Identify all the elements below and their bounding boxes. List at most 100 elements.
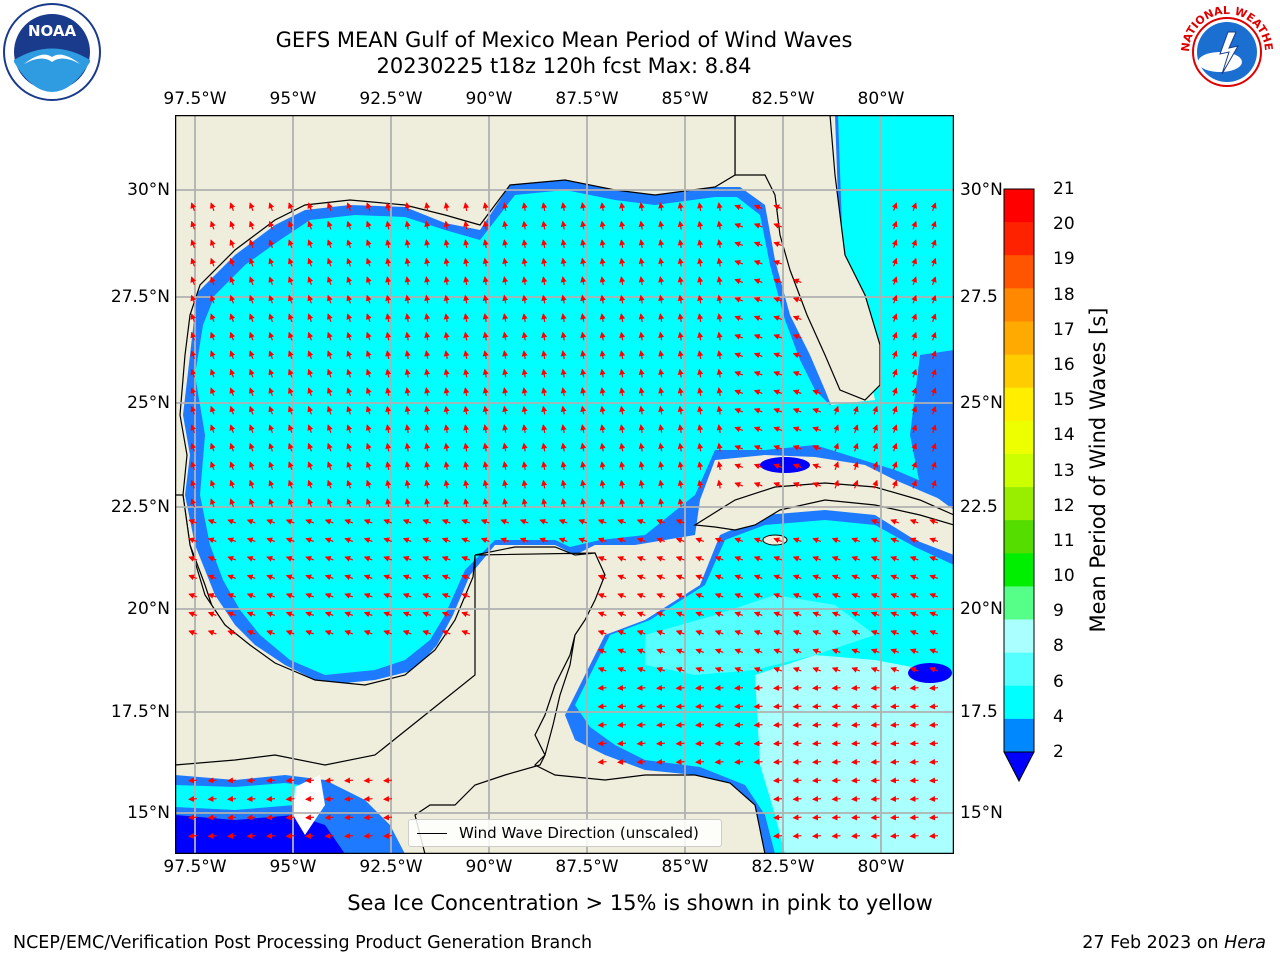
- wind-wave-arrow: [675, 648, 685, 655]
- wind-wave-arrow: [268, 479, 275, 489]
- wind-wave-arrow: [578, 537, 588, 544]
- wind-wave-arrow: [930, 350, 937, 360]
- wind-wave-arrow: [541, 294, 548, 304]
- wind-wave-arrow: [792, 648, 802, 655]
- wind-wave-arrow: [327, 368, 333, 378]
- wind-wave-arrow: [599, 294, 606, 304]
- wind-wave-arrow: [541, 202, 548, 212]
- wind-wave-arrow: [697, 405, 704, 415]
- wind-wave-arrow: [909, 814, 919, 821]
- wind-wave-arrow: [909, 777, 919, 784]
- wind-wave-arrow: [909, 684, 919, 691]
- wind-wave-arrow: [268, 350, 275, 360]
- wind-wave-arrow: [246, 611, 256, 618]
- wind-wave-arrow: [773, 630, 783, 636]
- wind-wave-arrow: [599, 442, 606, 452]
- wind-wave-arrow: [558, 519, 568, 525]
- wind-wave-arrow: [188, 777, 198, 784]
- colorbar-block: [1004, 487, 1034, 521]
- wind-wave-arrow: [424, 405, 431, 415]
- wind-wave-arrow: [502, 387, 509, 397]
- wind-wave-arrow: [852, 424, 859, 434]
- wind-wave-arrow: [441, 593, 451, 599]
- wind-wave-arrow: [597, 740, 607, 747]
- wind-wave-arrow: [753, 611, 763, 618]
- wind-wave-arrow: [930, 368, 937, 378]
- wind-wave-arrow: [658, 239, 665, 249]
- wind-wave-arrow: [658, 276, 665, 286]
- wind-wave-arrow: [229, 331, 236, 341]
- wind-wave-arrow: [521, 313, 528, 323]
- caribbean-pale: [755, 655, 954, 854]
- wind-wave-arrow: [502, 442, 509, 452]
- wind-wave-arrow: [658, 442, 665, 452]
- wind-wave-arrow: [366, 368, 372, 378]
- wind-wave-arrow: [210, 498, 216, 508]
- wind-wave-arrow: [714, 758, 724, 765]
- wind-wave-arrow: [792, 630, 802, 636]
- wind-wave-arrow: [619, 442, 626, 452]
- wind-wave-arrow: [541, 424, 548, 434]
- wind-wave-arrow: [833, 424, 839, 434]
- wind-wave-arrow: [675, 537, 685, 544]
- wind-wave-arrow: [753, 278, 763, 285]
- wind-wave-arrow: [346, 461, 353, 471]
- wind-wave-arrow: [404, 202, 411, 212]
- wind-wave-arrow: [716, 479, 723, 489]
- wind-wave-arrow: [619, 294, 626, 304]
- wind-wave-arrow: [695, 630, 705, 636]
- wind-wave-arrow: [851, 648, 861, 655]
- wind-wave-arrow: [210, 479, 216, 489]
- wind-wave-arrow: [266, 814, 276, 821]
- lon-label-bottom: 97.5°W: [163, 857, 227, 877]
- wind-wave-arrow: [851, 593, 861, 599]
- wind-wave-arrow: [404, 405, 411, 415]
- wind-wave-arrow: [580, 294, 587, 304]
- wind-wave-arrow: [599, 368, 606, 378]
- wind-wave-arrow: [891, 479, 898, 489]
- wind-wave-arrow: [792, 795, 802, 802]
- wind-wave-arrow: [443, 257, 450, 267]
- wind-wave-arrow: [716, 442, 723, 452]
- wind-wave-arrow: [441, 574, 451, 581]
- wind-wave-arrow: [695, 556, 705, 562]
- wind-wave-arrow: [599, 424, 606, 434]
- wind-wave-arrow: [930, 220, 937, 230]
- wind-wave-arrow: [404, 257, 411, 267]
- wind-wave-arrow: [911, 257, 917, 267]
- wind-wave-arrow: [638, 350, 645, 360]
- wind-wave-arrow: [424, 498, 431, 508]
- wind-wave-arrow: [210, 461, 216, 471]
- wind-wave-arrow: [929, 574, 939, 581]
- lat-label-right: 22.5: [960, 497, 998, 517]
- wind-wave-arrow: [324, 814, 334, 821]
- wind-wave-arrow: [268, 276, 275, 286]
- wind-wave-arrow: [617, 519, 627, 525]
- wind-wave-arrow: [929, 703, 939, 710]
- wind-wave-arrow: [617, 667, 627, 673]
- wind-wave-arrow: [716, 313, 723, 323]
- lat-label-left: 15°N: [127, 803, 170, 823]
- wind-wave-arrow: [831, 814, 841, 821]
- wind-wave-arrow: [288, 442, 294, 452]
- wind-wave-arrow: [346, 387, 353, 397]
- wind-wave-arrow: [870, 630, 880, 636]
- wind-wave-arrow: [617, 684, 627, 691]
- colorbar-block: [1004, 354, 1034, 389]
- colorbar-block: [1004, 619, 1034, 654]
- wind-wave-arrow: [929, 630, 939, 636]
- wind-wave-arrow: [268, 387, 275, 397]
- wind-wave-arrow: [307, 405, 314, 415]
- wind-wave-arrow: [930, 442, 937, 452]
- wind-wave-arrow: [831, 795, 841, 802]
- wind-wave-arrow: [891, 350, 898, 360]
- wind-wave-arrow: [792, 297, 802, 303]
- footer-date: 27 Feb 2023 on Hera: [1082, 933, 1266, 953]
- wind-wave-arrow: [285, 537, 295, 544]
- wind-wave-arrow: [402, 556, 412, 562]
- wind-wave-arrow: [560, 276, 567, 286]
- wind-wave-arrow: [266, 593, 276, 599]
- wind-wave-arrow: [482, 294, 489, 304]
- wind-wave-arrow: [909, 795, 919, 802]
- wind-wave-arrow: [716, 276, 723, 286]
